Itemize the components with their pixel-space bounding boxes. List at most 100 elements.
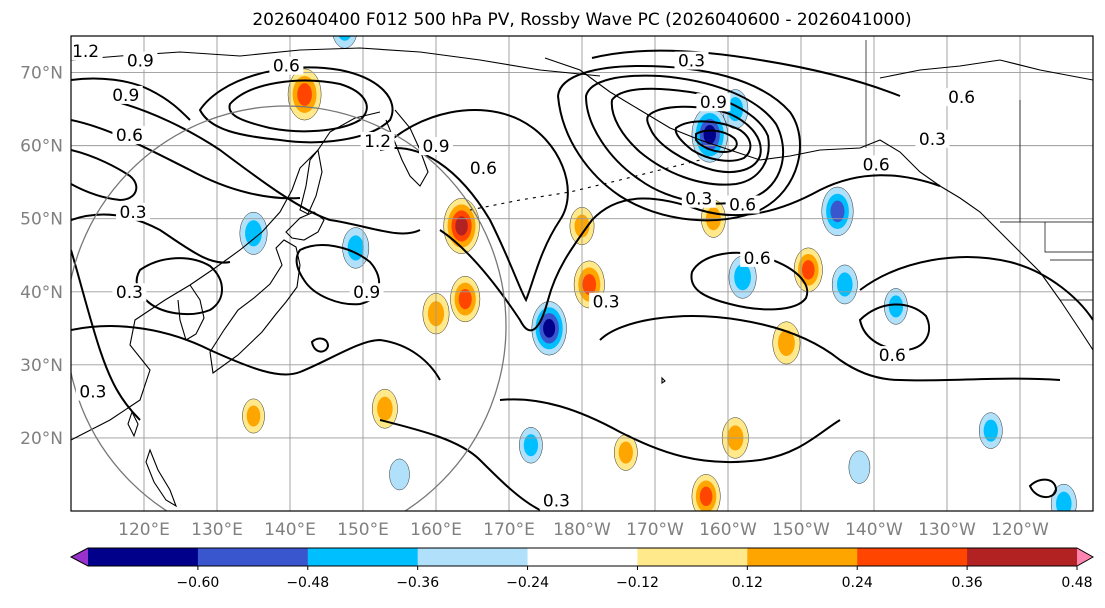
- contour-label: 0.9: [349, 283, 384, 303]
- colorbar-segment: [857, 548, 968, 566]
- pv-anomaly: [1050, 483, 1077, 511]
- contour-label-text: 0.6: [744, 249, 771, 269]
- contour-line: [591, 49, 901, 97]
- contour-line: [71, 119, 301, 200]
- pv-anomaly: [613, 434, 638, 471]
- pv-anomaly-level: [830, 200, 845, 223]
- colorbar-tick-label: −0.12: [616, 575, 659, 591]
- map-area: 0.3 0.3 0.6 0.6 0.6 0.6 0.6 0.9 0.3 0.3 0.6 0.9 1.2 0…: [70, 35, 1094, 512]
- contour-label-bg: [539, 491, 574, 510]
- contour-label: 0.6: [466, 159, 501, 179]
- colorbar-segment: [747, 548, 858, 566]
- lon-tick-label: 150°W: [772, 520, 830, 540]
- coastline-philippines: [145, 448, 178, 508]
- pv-anomaly: [821, 186, 854, 236]
- contour-label: 0.3: [539, 491, 574, 512]
- contour-label-text: 0.6: [729, 196, 756, 216]
- contour-line: [695, 129, 738, 154]
- contour-label-bg: [112, 283, 147, 302]
- contour-label-bg: [123, 51, 158, 70]
- contour-label-bg: [681, 189, 716, 208]
- pv-anomaly-level: [801, 260, 815, 280]
- pv-anomaly: [443, 198, 480, 254]
- contour-label-bg: [116, 202, 151, 221]
- contour-label-bg: [108, 85, 143, 104]
- lon-tick-label: 170°W: [626, 520, 684, 540]
- colorbar-segment: [417, 548, 529, 566]
- pv-anomaly-level: [983, 419, 998, 442]
- contour-label: 1.2: [360, 131, 395, 152]
- contour-label-bg: [112, 126, 147, 145]
- lat-tick-label: 50°N: [20, 210, 63, 230]
- colorbar-extend-min: [71, 548, 88, 566]
- pv-anomaly: [389, 458, 410, 491]
- pv-anomaly-level: [543, 318, 556, 338]
- contour-label: 0.6: [859, 155, 894, 175]
- pv-anomaly-level: [888, 295, 904, 318]
- pv-anomaly: [450, 276, 481, 323]
- lon-tick-label: 130°E: [191, 520, 243, 540]
- pv-anomaly: [691, 474, 721, 511]
- contour-label-text: 0.9: [700, 93, 727, 113]
- lon-tick-label: 150°E: [337, 520, 389, 540]
- contour-label-bg: [349, 283, 384, 302]
- pv-anomaly-level: [777, 329, 795, 356]
- colorbar-tick-label: 0.36: [952, 575, 983, 591]
- pv-anomaly: [342, 227, 370, 269]
- contour-label-text: 0.3: [543, 492, 570, 512]
- pv-anomaly: [531, 301, 567, 356]
- contour-label-bg: [915, 129, 950, 148]
- lat-tick-label: 70°N: [20, 64, 63, 84]
- contour-line: [556, 64, 801, 222]
- contour-line: [71, 213, 231, 264]
- coastline-asia-mainland: [71, 111, 381, 441]
- colorbar-segment: [307, 548, 419, 566]
- contour-label: 0.9: [696, 93, 731, 113]
- pv-anomaly-level: [699, 486, 713, 507]
- contour-label-bg: [875, 346, 910, 365]
- contour-label-text: 1.2: [72, 42, 99, 62]
- anomaly-layer: [239, 36, 1077, 511]
- contour-label-text: 0.6: [948, 88, 975, 108]
- lon-tick-label: 140°E: [264, 520, 316, 540]
- contour-label: 0.3: [112, 283, 147, 303]
- contour-line: [379, 109, 569, 303]
- contour-label: 0.6: [875, 346, 910, 366]
- contour-label-bg: [360, 131, 395, 150]
- pv-anomaly-level: [297, 83, 312, 106]
- contour-label: 1.2: [71, 42, 103, 62]
- colorbar-tick-label: −0.60: [176, 575, 219, 591]
- colorbar-segment: [967, 548, 1078, 566]
- colorbar-tick-label: −0.36: [396, 575, 439, 591]
- contour-line: [379, 419, 541, 511]
- contour-label: 0.3: [589, 292, 624, 313]
- contour-label-text: 0.3: [593, 293, 620, 313]
- colorbar-extend-max: [1077, 548, 1093, 566]
- pv-anomaly: [884, 288, 908, 325]
- contour-label: 0.6: [725, 195, 760, 216]
- contour-label-bg: [466, 159, 501, 177]
- contour-lines: [71, 49, 1093, 511]
- contour-label-text: 0.6: [879, 346, 906, 366]
- contour-line: [71, 325, 441, 381]
- contour-label-bg: [589, 292, 624, 311]
- colorbar-segment: [527, 548, 638, 566]
- coastline-kamchatka: [385, 109, 429, 187]
- contour-label: 0.6: [944, 88, 979, 108]
- contour-line: [584, 74, 785, 205]
- contour-line: [858, 303, 931, 352]
- highlight-circle: [71, 105, 507, 511]
- colorbar-tick-label: 0.12: [732, 575, 763, 591]
- pv-anomaly-level: [389, 458, 410, 491]
- pv-anomaly-level: [618, 441, 633, 464]
- contour-label: 0.9: [419, 137, 453, 157]
- contour-label-bg: [944, 88, 979, 107]
- lon-tick-label: 120°E: [118, 520, 170, 540]
- contour-label-text: 0.9: [127, 52, 154, 72]
- colorbar: −0.60 −0.48 −0.36 −0.24 −0.12 0.12 0.24 0.36 0.4…: [69, 547, 1095, 591]
- colorbar-segment: [88, 548, 199, 566]
- contour-label: 0.9: [123, 51, 158, 72]
- pv-anomaly: [848, 450, 871, 484]
- contour-line: [109, 99, 421, 235]
